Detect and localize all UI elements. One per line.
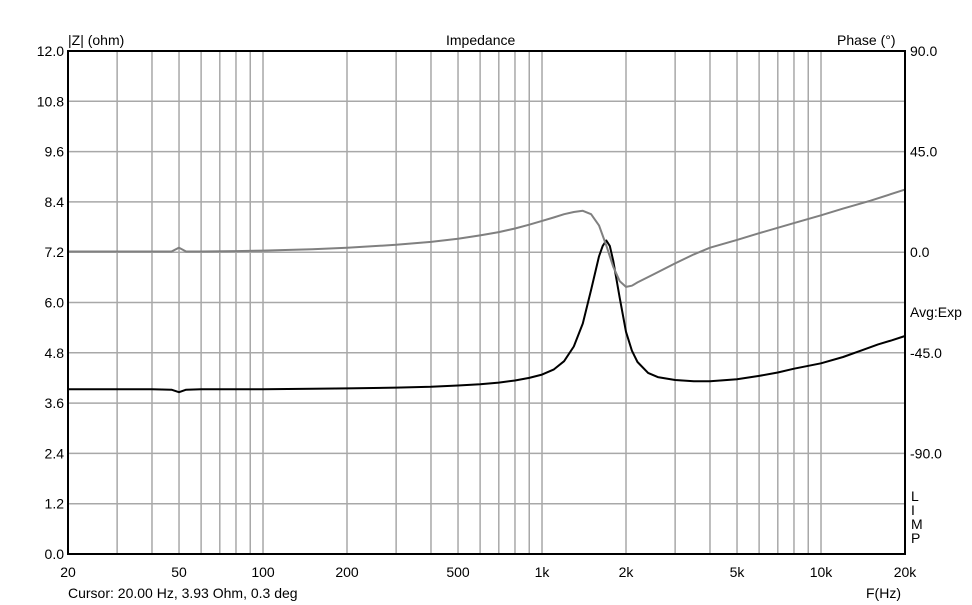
x-tick-label: 20 xyxy=(60,564,76,580)
y-tick-label: 1.2 xyxy=(45,496,65,512)
y-tick-label: 8.4 xyxy=(45,194,65,210)
y2-tick-label: 45.0 xyxy=(910,144,937,160)
right-axis-label: Phase (°) xyxy=(837,32,896,48)
y2-tick-label: 0.0 xyxy=(910,244,930,260)
series-layer xyxy=(68,188,906,394)
limp-tag-p: P xyxy=(911,530,921,546)
y-tick-label: 7.2 xyxy=(45,244,65,260)
limp-tag-l: L xyxy=(911,488,919,504)
y-tick-label: 12.0 xyxy=(37,43,64,59)
grid-lines xyxy=(68,51,905,554)
x-tick-label: 1k xyxy=(535,564,551,580)
x-tick-label: 100 xyxy=(251,564,275,580)
x-tick-label: 500 xyxy=(446,564,470,580)
chart-title: Impedance xyxy=(446,32,516,48)
y-tick-label: 0.0 xyxy=(45,546,65,562)
limp-tag-m: M xyxy=(911,516,923,532)
y-tick-label: 2.4 xyxy=(45,445,65,461)
x-tick-label: 200 xyxy=(335,564,359,580)
y2-tick-label: -90.0 xyxy=(910,445,942,461)
y2-tick-label: -45.0 xyxy=(910,345,942,361)
average-note: Avg:Exp xyxy=(910,304,962,320)
x-tick-label: 2k xyxy=(619,564,635,580)
plot-frame xyxy=(67,50,906,555)
tick-labels: 0.0 1.2 2.4 3.6 4.8 6.0 7.2 8.4 9.6 10.8 12.0 90.0 4… xyxy=(37,43,942,580)
y-tick-label: 3.6 xyxy=(45,395,65,411)
x-axis-label: F(Hz) xyxy=(866,585,901,601)
y-tick-label: 4.8 xyxy=(45,345,65,361)
y-tick-label: 9.6 xyxy=(45,144,65,160)
x-tick-label: 20k xyxy=(894,564,918,580)
x-tick-label: 10k xyxy=(810,564,834,580)
left-axis-label: |Z| (ohm) xyxy=(68,32,125,48)
x-tick-label: 50 xyxy=(171,564,187,580)
x-tick-label: 5k xyxy=(730,564,746,580)
cursor-readout: Cursor: 20.00 Hz, 3.93 Ohm, 0.3 deg xyxy=(68,585,298,601)
limp-tag-i: I xyxy=(911,502,915,518)
phase-curve xyxy=(68,188,906,288)
impedance-magnitude-curve xyxy=(68,239,906,394)
y-tick-label: 10.8 xyxy=(37,93,64,109)
y-tick-label: 6.0 xyxy=(45,295,65,311)
y2-tick-label: 90.0 xyxy=(910,43,937,59)
